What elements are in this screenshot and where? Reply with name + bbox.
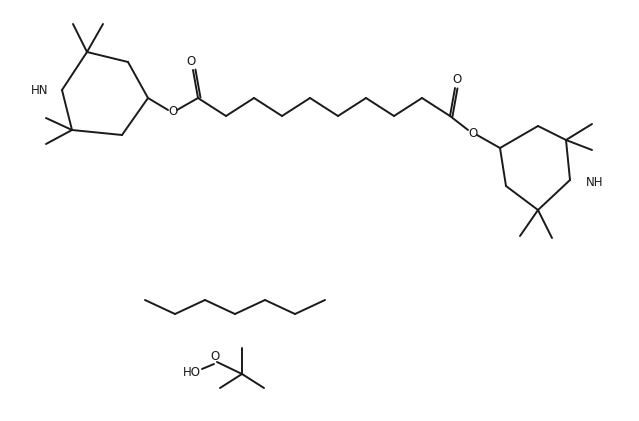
- Text: HN: HN: [31, 83, 48, 96]
- Text: O: O: [452, 72, 461, 85]
- Text: O: O: [168, 104, 178, 117]
- Text: HO: HO: [183, 365, 201, 378]
- Text: O: O: [187, 54, 196, 67]
- Text: O: O: [468, 126, 477, 139]
- Text: NH: NH: [586, 176, 603, 189]
- Text: O: O: [210, 351, 220, 363]
